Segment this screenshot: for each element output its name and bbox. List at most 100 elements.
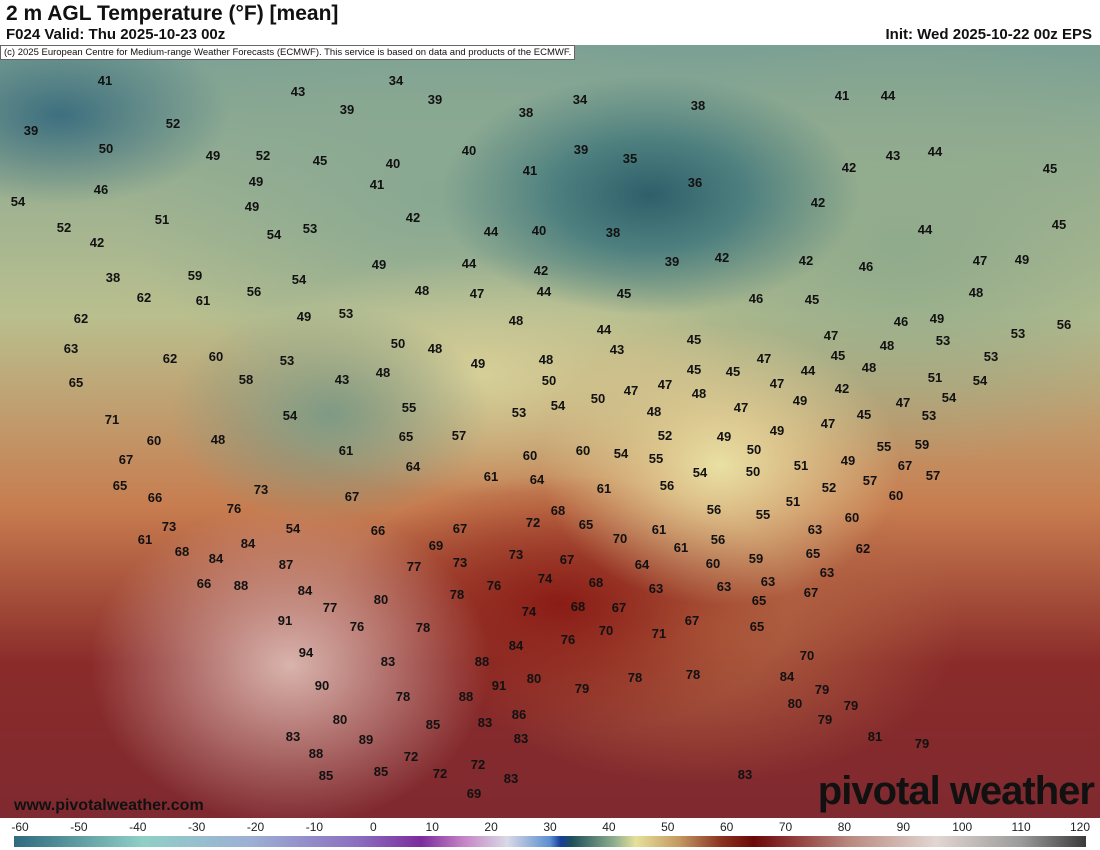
temperature-label: 35 [622,151,638,166]
temperature-label: 67 [684,613,700,628]
init-time: Init: Wed 2025-10-22 00z EPS [885,26,1092,43]
temperature-label: 79 [574,681,590,696]
temperature-label: 52 [255,148,271,163]
temperature-label: 49 [929,311,945,326]
temperature-label: 53 [1010,326,1026,341]
temperature-label: 45 [616,286,632,301]
temperature-label: 59 [187,268,203,283]
temperature-label: 94 [298,645,314,660]
temperature-label: 46 [748,291,764,306]
temperature-label: 47 [972,253,988,268]
temperature-label: 49 [244,199,260,214]
temperature-label: 78 [627,670,643,685]
temperature-label: 73 [253,482,269,497]
temperature-label: 88 [233,578,249,593]
temperature-label: 66 [370,523,386,538]
temperature-label: 56 [710,532,726,547]
temperature-label: 91 [277,613,293,628]
temperature-label: 41 [369,177,385,192]
temperature-label: 60 [844,510,860,525]
temperature-label: 39 [573,142,589,157]
map-title: 2 m AGL Temperature (°F) [mean] [6,2,339,25]
temperature-label: 77 [406,559,422,574]
temperature-label: 60 [522,448,538,463]
colorbar-tick-label: 120 [1069,820,1091,834]
temperature-label: 70 [612,531,628,546]
temperature-label: 61 [195,293,211,308]
temperature-label: 80 [332,712,348,727]
colorbar-ticks: -60 -50 -40 -30 -20 -10 0 10 20 30 40 50 60 70 80 90 100… [0,820,1100,834]
temperature-label: 63 [819,565,835,580]
temperature-label: 54 [282,408,298,423]
temperature-label: 42 [798,253,814,268]
copyright-notice: (c) 2025 European Centre for Medium-rang… [0,45,576,60]
temperature-label: 44 [917,222,933,237]
temperature-label: 79 [817,712,833,727]
temperature-label: 83 [477,715,493,730]
colorbar-tick-label: 40 [602,820,616,834]
temperature-label: 41 [834,88,850,103]
temperature-label: 38 [105,270,121,285]
temperature-label: 88 [474,654,490,669]
temperature-label: 49 [716,429,732,444]
temperature-label: 53 [279,353,295,368]
temperature-label: 43 [290,84,306,99]
temperature-label: 78 [395,689,411,704]
temperature-label: 79 [814,682,830,697]
temperature-label: 67 [452,521,468,536]
temperature-label: 47 [769,376,785,391]
temperature-label: 57 [925,468,941,483]
temperature-label: 62 [162,351,178,366]
temperature-label: 55 [401,400,417,415]
temperature-label: 78 [415,620,431,635]
temperature-label: 48 [508,313,524,328]
colorbar-tick-label: 0 [369,820,377,834]
temperature-label: 54 [613,446,629,461]
temperature-label: 72 [432,766,448,781]
temperature-label: 34 [388,73,404,88]
temperature-label: 67 [611,600,627,615]
temperature-label: 69 [428,538,444,553]
temperature-label: 60 [146,433,162,448]
temperature-label: 47 [623,383,639,398]
temperature-label: 42 [89,235,105,250]
colorbar-tick-label: 90 [896,820,911,834]
temperature-label: 39 [427,92,443,107]
temperature-map[interactable]: (c) 2025 European Centre for Medium-rang… [0,45,1100,818]
temperature-label: 54 [550,398,566,413]
temperature-label: 60 [575,443,591,458]
temperature-label: 50 [590,391,606,406]
temperature-label: 61 [651,522,667,537]
temperature-label: 48 [427,341,443,356]
temperature-label: 53 [935,333,951,348]
temperature-label: 42 [841,160,857,175]
website-link[interactable]: www.pivotalweather.com [14,797,204,814]
temperature-label: 90 [314,678,330,693]
temperature-label: 45 [856,407,872,422]
temperature-label: 84 [297,583,313,598]
temperature-label: 54 [10,194,26,209]
temperature-label: 51 [793,458,809,473]
temperature-label: 49 [840,453,856,468]
temperature-label: 88 [308,746,324,761]
temperature-label: 47 [823,328,839,343]
temperature-label: 73 [508,547,524,562]
temperature-label: 47 [469,286,485,301]
colorbar-tick-label: -20 [246,820,265,834]
temperature-label: 44 [483,224,499,239]
colorbar-tick-label: 60 [719,820,734,834]
temperature-label: 40 [385,156,401,171]
pivotal-weather-logo: pivotal weather [817,769,1095,813]
temperature-label: 61 [338,443,354,458]
temperature-label: 65 [578,517,594,532]
temperature-label: 54 [972,373,988,388]
temperature-label: 63 [63,341,79,356]
temperature-label: 65 [398,429,414,444]
temperature-label: 49 [769,423,785,438]
temperature-label: 41 [97,73,113,88]
temperature-label: 67 [803,585,819,600]
temperature-label: 65 [749,619,765,634]
temperature-label: 85 [425,717,441,732]
temperature-label: 85 [373,764,389,779]
temperature-label: 84 [208,551,224,566]
